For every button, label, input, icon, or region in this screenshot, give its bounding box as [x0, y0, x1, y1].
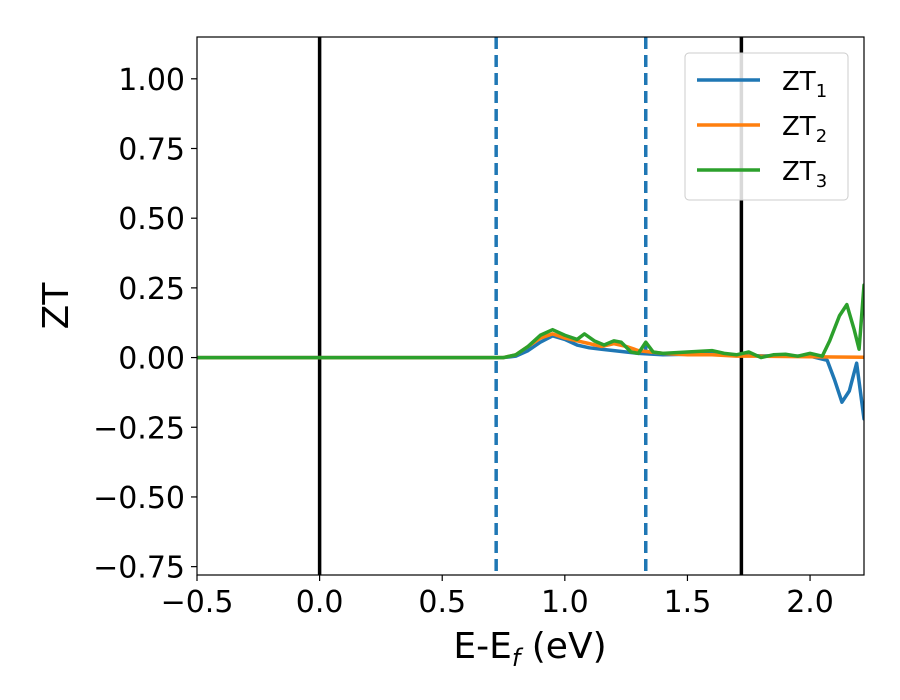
series-line-1: [197, 334, 864, 421]
y-axis-ticks: −0.75 −0.50 −0.25 0.00 0.25 0.50 0.75 1.00: [93, 63, 197, 586]
legend-label-3: ZT3: [782, 157, 827, 192]
y-axis-title: ZT: [36, 282, 77, 330]
x-axis-ticks: −0.5 0.0 0.5 1.0 1.5 2.0: [161, 575, 834, 620]
y-tick-label: 0.50: [118, 202, 185, 237]
y-tick-label: −0.50: [93, 481, 185, 516]
vertical-reference-lines: [317, 37, 744, 575]
y-tick-label: 0.00: [118, 342, 185, 377]
y-tick-label: 1.00: [118, 63, 185, 98]
y-tick-label: −0.75: [93, 551, 185, 586]
x-tick-label: −0.5: [161, 585, 234, 620]
x-tick-label: 1.5: [664, 585, 712, 620]
legend-box: [684, 52, 849, 201]
x-tick-label: 1.0: [541, 585, 589, 620]
legend-label-1: ZT1: [782, 67, 827, 102]
legend: ZT1 ZT2 ZT3: [684, 52, 849, 201]
x-axis-title: E-Ef (eV): [453, 626, 606, 672]
x-tick-label: 2.0: [786, 585, 834, 620]
x-tick-label: 0.0: [296, 585, 344, 620]
y-tick-label: 0.25: [118, 272, 185, 307]
series-line-3: [197, 283, 864, 360]
plot-frame: [196, 36, 865, 576]
y-tick-label: 0.75: [118, 133, 185, 168]
series-lines: [197, 283, 864, 421]
legend-label-2: ZT2: [782, 112, 827, 147]
y-tick-label: −0.25: [93, 411, 185, 446]
x-tick-label: 0.5: [418, 585, 466, 620]
